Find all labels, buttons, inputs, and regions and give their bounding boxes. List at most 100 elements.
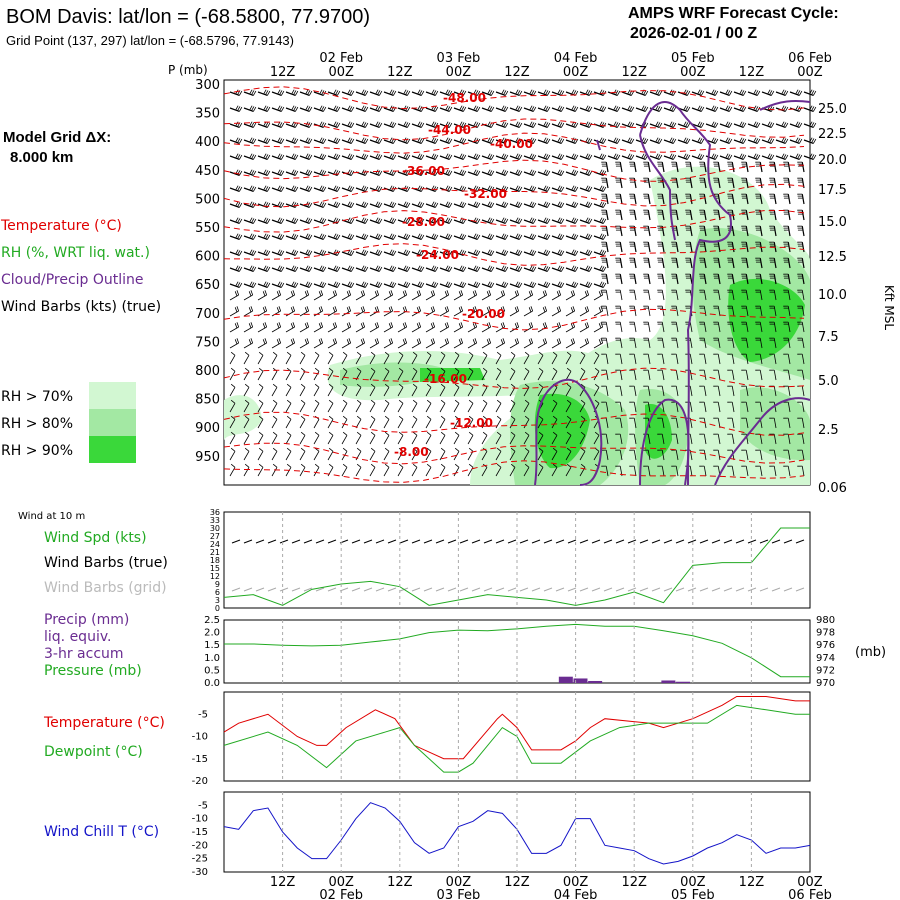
wind-barb-flag	[349, 282, 353, 287]
wind-barb-flag	[533, 250, 537, 256]
wind-barb-flag	[230, 463, 236, 468]
wind-barb-flag	[307, 90, 311, 95]
wind-barb-flag	[351, 170, 355, 176]
wind-barb-flag	[236, 338, 240, 344]
wind-barb-flag	[447, 106, 451, 111]
wind-barb-flag	[589, 202, 593, 208]
wind-barb	[787, 386, 791, 397]
wind-barb	[801, 402, 805, 413]
wind-barb-flag	[477, 90, 481, 96]
wind-barb-flag	[265, 170, 269, 175]
wind-barb	[745, 402, 749, 413]
wind-y-tick: 21	[210, 548, 220, 557]
wind-barb-flag	[461, 90, 465, 95]
wind-barb	[523, 355, 530, 365]
surface-wind-barb	[351, 539, 361, 544]
wind-barb-flag	[363, 250, 367, 255]
wind-barb-flag	[477, 218, 481, 224]
wind-barb	[759, 370, 763, 381]
wind-barb-flag	[346, 307, 350, 313]
wind-barb-flag	[529, 137, 533, 143]
wind-barb-flag	[487, 137, 491, 143]
wind-barb-flag	[376, 338, 380, 344]
wind-barb-flag	[278, 306, 282, 312]
wind-barb-flag	[309, 202, 313, 208]
wind-barb-flag	[286, 447, 292, 452]
wind-barb-flag	[783, 154, 787, 159]
wind-barb-flag	[533, 202, 537, 208]
wind-barb-flag	[377, 202, 381, 207]
wind-barb-flag	[347, 217, 351, 223]
wind-barb-flag	[533, 186, 537, 192]
wind-barb	[243, 387, 250, 397]
wind-barb-flag	[335, 138, 339, 143]
wind-barb-flag	[306, 338, 310, 344]
wind-barb-flag	[461, 282, 465, 287]
precip-bar	[573, 678, 588, 683]
wind-barb	[661, 450, 665, 461]
wind-barb-flag	[332, 323, 336, 329]
wind-barb-flag	[244, 431, 250, 436]
wind-barb	[341, 371, 348, 381]
wind-barb-flag	[319, 105, 323, 111]
wind-barb-flag	[277, 233, 281, 239]
wind-barb	[523, 451, 530, 461]
temperature-contour	[223, 118, 805, 141]
wind-barb-flag	[361, 121, 365, 127]
wind-barb-flag	[503, 282, 507, 287]
wind-barb-flag	[370, 431, 376, 436]
wind-grid-barbs-row	[231, 587, 805, 592]
wind-barb	[759, 466, 763, 477]
wind-barb-flag	[545, 282, 549, 287]
wind-barb	[689, 466, 693, 477]
wind-barb-flag	[430, 339, 434, 345]
temp-label-36: -36.00	[402, 164, 445, 178]
wind-barb	[467, 387, 474, 397]
wind-barb-flag	[491, 282, 495, 288]
wind-barb-flag	[319, 169, 323, 175]
wind-barb-flag	[468, 447, 474, 452]
wind-barb-flag	[725, 89, 729, 95]
wind-barb-flag	[599, 265, 603, 271]
bottom-date-label: 05 Feb	[671, 888, 715, 900]
wind-barb-flag	[390, 338, 394, 344]
wind-barb-flag	[459, 201, 463, 207]
wind-y-tick: 27	[210, 532, 220, 541]
wind-barb	[299, 355, 306, 365]
wind-barb-flag	[501, 249, 505, 255]
wind-barb-flag	[515, 265, 519, 271]
wind-barb-flag	[575, 266, 579, 272]
wind-barb	[481, 371, 488, 381]
wind-barb-flag	[488, 290, 492, 296]
wind-barb-flag	[349, 138, 353, 143]
wind-barb-flag	[421, 282, 425, 288]
wind-barb-flag	[306, 290, 310, 296]
surface-grid-barb	[315, 587, 325, 592]
wind-barb-flag	[501, 137, 505, 143]
wind-barb-flag	[594, 383, 600, 388]
surface-wind-barb	[507, 539, 517, 544]
wind-barb	[605, 354, 609, 365]
wind-barb-flag	[281, 90, 285, 96]
wind-barb	[369, 435, 376, 445]
kft-tick: 5.0	[818, 374, 839, 389]
wind-barb-flag	[631, 154, 635, 160]
wind-y-tick: 3	[215, 596, 220, 605]
wind-barb-flag	[575, 122, 579, 128]
surface-grid-barb	[675, 587, 685, 592]
wind-barb-flag	[365, 250, 369, 256]
wind-barb-flag	[305, 105, 309, 111]
wind-barb	[271, 403, 278, 413]
wind-barb	[383, 371, 390, 381]
wind-barb	[397, 467, 404, 477]
cycle-value: 2026-02-01 / 00 Z	[630, 25, 757, 42]
wind-barb-flag	[743, 138, 747, 144]
top-date-label: 04 Feb	[554, 51, 598, 66]
wind-barb	[773, 402, 777, 413]
wind-barb-flag	[783, 138, 787, 143]
wind-barb-flag	[585, 169, 589, 175]
wind-barb-flag	[292, 306, 296, 312]
surface-wind-barb	[579, 539, 589, 544]
wind-barb-flag	[307, 170, 311, 175]
wind-barb-flag	[533, 170, 537, 176]
